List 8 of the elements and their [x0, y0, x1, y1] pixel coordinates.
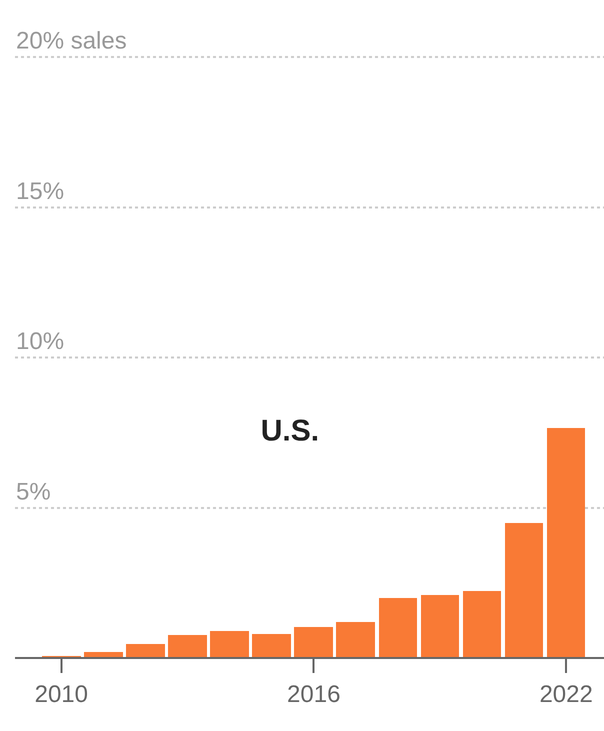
x-tick-label: 2022 [539, 680, 593, 708]
x-tick-label: 2010 [34, 680, 88, 708]
y-tick-label: 15% [16, 178, 64, 205]
y-tick-label: 20% sales [16, 28, 127, 55]
y-tick-label: 10% [16, 328, 64, 356]
y-tick-label: 5% [16, 478, 51, 506]
x-tick-label: 2016 [287, 680, 340, 708]
text: U.S. [260, 414, 320, 448]
